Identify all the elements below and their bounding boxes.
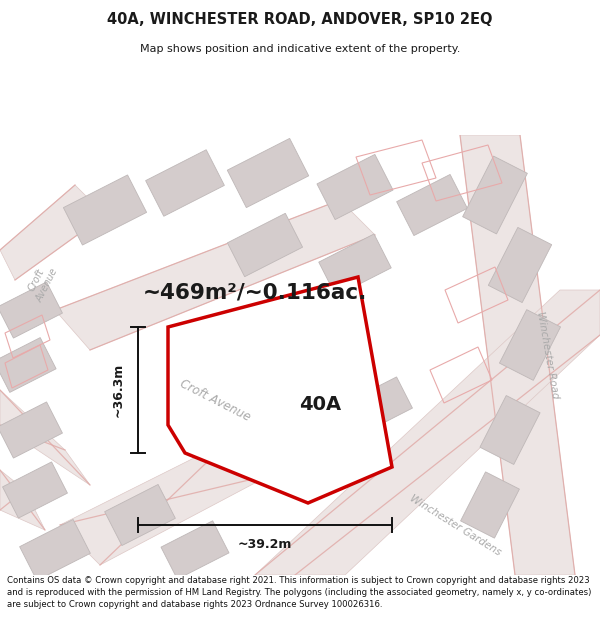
Polygon shape <box>0 338 56 392</box>
Polygon shape <box>460 135 575 575</box>
Polygon shape <box>2 462 67 518</box>
Text: Croft
Avenue: Croft Avenue <box>24 262 60 304</box>
Polygon shape <box>317 154 393 219</box>
Polygon shape <box>161 521 229 579</box>
Polygon shape <box>227 213 302 277</box>
Text: Croft Avenue: Croft Avenue <box>178 377 253 423</box>
Text: ~39.2m: ~39.2m <box>238 539 292 551</box>
Polygon shape <box>296 316 364 374</box>
Polygon shape <box>55 200 375 350</box>
Polygon shape <box>0 402 62 458</box>
Polygon shape <box>146 150 224 216</box>
Polygon shape <box>499 309 560 381</box>
Polygon shape <box>20 519 91 581</box>
Text: Winchester Gardens: Winchester Gardens <box>407 492 502 558</box>
Polygon shape <box>0 282 62 338</box>
Polygon shape <box>227 138 309 208</box>
Polygon shape <box>168 277 392 503</box>
Polygon shape <box>255 290 600 575</box>
Polygon shape <box>488 228 551 302</box>
Polygon shape <box>461 472 520 538</box>
Polygon shape <box>60 440 270 565</box>
Text: 40A, WINCHESTER ROAD, ANDOVER, SP10 2EQ: 40A, WINCHESTER ROAD, ANDOVER, SP10 2EQ <box>107 12 493 27</box>
Polygon shape <box>319 234 391 296</box>
Polygon shape <box>0 470 45 530</box>
Text: Winchester Road: Winchester Road <box>535 311 560 399</box>
Text: 40A: 40A <box>299 396 341 414</box>
Polygon shape <box>0 390 90 485</box>
Text: Map shows position and indicative extent of the property.: Map shows position and indicative extent… <box>140 44 460 54</box>
Polygon shape <box>104 484 175 546</box>
Polygon shape <box>0 185 105 280</box>
Text: Contains OS data © Crown copyright and database right 2021. This information is : Contains OS data © Crown copyright and d… <box>7 576 592 609</box>
Polygon shape <box>347 377 412 433</box>
Text: ~36.3m: ~36.3m <box>112 363 125 417</box>
Polygon shape <box>463 156 527 234</box>
Polygon shape <box>64 175 146 245</box>
Polygon shape <box>397 174 467 236</box>
Polygon shape <box>480 396 540 464</box>
Text: ~469m²/~0.116ac.: ~469m²/~0.116ac. <box>143 283 367 303</box>
